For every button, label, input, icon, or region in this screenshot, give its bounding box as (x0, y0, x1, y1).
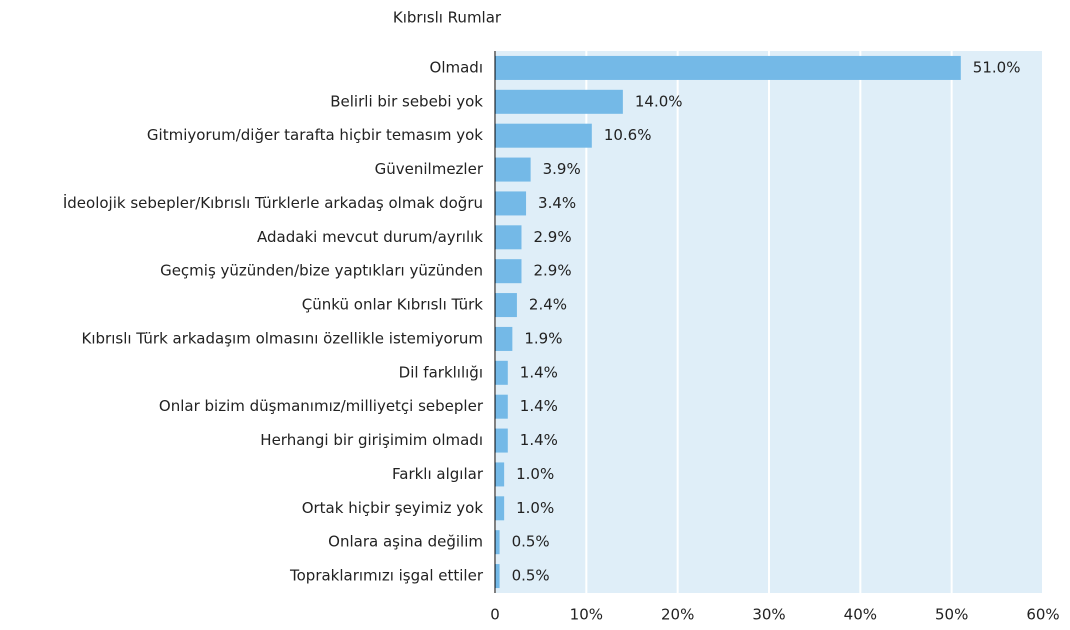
x-tick-label: 0 (490, 606, 500, 624)
bar (495, 259, 522, 284)
y-tick-label: Kıbrıslı Türk arkadaşım olmasını özellik… (82, 329, 483, 347)
value-label: 51.0% (973, 58, 1021, 76)
value-label: 2.4% (529, 296, 567, 314)
x-tick-label: 50% (935, 606, 968, 624)
value-label: 1.0% (516, 499, 554, 517)
value-label: 1.4% (520, 397, 558, 415)
bar (495, 55, 961, 80)
bar (495, 157, 531, 182)
y-tick-label: Ortak hiçbir şeyimiz yok (302, 499, 484, 517)
x-tick-label: 40% (844, 606, 877, 624)
x-tick-label: 10% (570, 606, 603, 624)
value-label: 2.9% (533, 228, 571, 246)
value-label: 3.9% (543, 160, 581, 178)
y-tick-label: Çünkü onlar Kıbrıslı Türk (302, 296, 484, 314)
bar (495, 530, 500, 555)
y-tick-label: İdeolojik sebepler/Kıbrıslı Türklerle ar… (63, 193, 483, 212)
y-tick-label: Geçmiş yüzünden/bize yaptıkları yüzünden (160, 262, 483, 280)
bar (495, 89, 623, 114)
y-tick-label: Herhangi bir girişimim olmadı (260, 431, 483, 449)
y-tick-label: Adadaki mevcut durum/ayrılık (257, 228, 483, 246)
x-tick-label: 30% (752, 606, 785, 624)
value-label: 3.4% (538, 194, 576, 212)
chart-title: Kıbrıslı Rumlar (393, 9, 502, 27)
bar (495, 360, 508, 385)
value-label: 0.5% (512, 533, 550, 551)
y-tick-label: Belirli bir sebebi yok (330, 92, 483, 110)
bar (495, 564, 500, 589)
value-label: 1.0% (516, 465, 554, 483)
value-label: 10.6% (604, 126, 652, 144)
value-label: 1.9% (524, 329, 562, 347)
y-tick-label: Onlara aşina değilim (328, 533, 483, 551)
value-label: 2.9% (533, 262, 571, 280)
y-tick-label: Olmadı (430, 58, 483, 76)
bar (495, 462, 505, 487)
x-tick-label: 60% (1026, 606, 1059, 624)
bar (495, 326, 513, 351)
value-label: 0.5% (512, 567, 550, 585)
bar (495, 496, 505, 521)
bar (495, 123, 592, 148)
value-label: 14.0% (635, 92, 683, 110)
y-tick-label: Güvenilmezler (375, 160, 484, 178)
value-label: 1.4% (520, 363, 558, 381)
x-tick-label: 20% (661, 606, 694, 624)
y-tick-label: Topraklarımızı işgal ettiler (289, 567, 484, 585)
bar (495, 225, 522, 250)
bar (495, 394, 508, 419)
y-tick-label: Gitmiyorum/diğer tarafta hiçbir temasım … (147, 126, 483, 144)
value-label: 1.4% (520, 431, 558, 449)
bar (495, 428, 508, 453)
bar (495, 191, 527, 216)
y-tick-label: Onlar bizim düşmanımız/milliyetçi sebepl… (159, 397, 484, 415)
bar (495, 293, 517, 318)
y-tick-label: Farklı algılar (392, 465, 484, 483)
y-tick-label: Dil farklılığı (399, 363, 483, 381)
